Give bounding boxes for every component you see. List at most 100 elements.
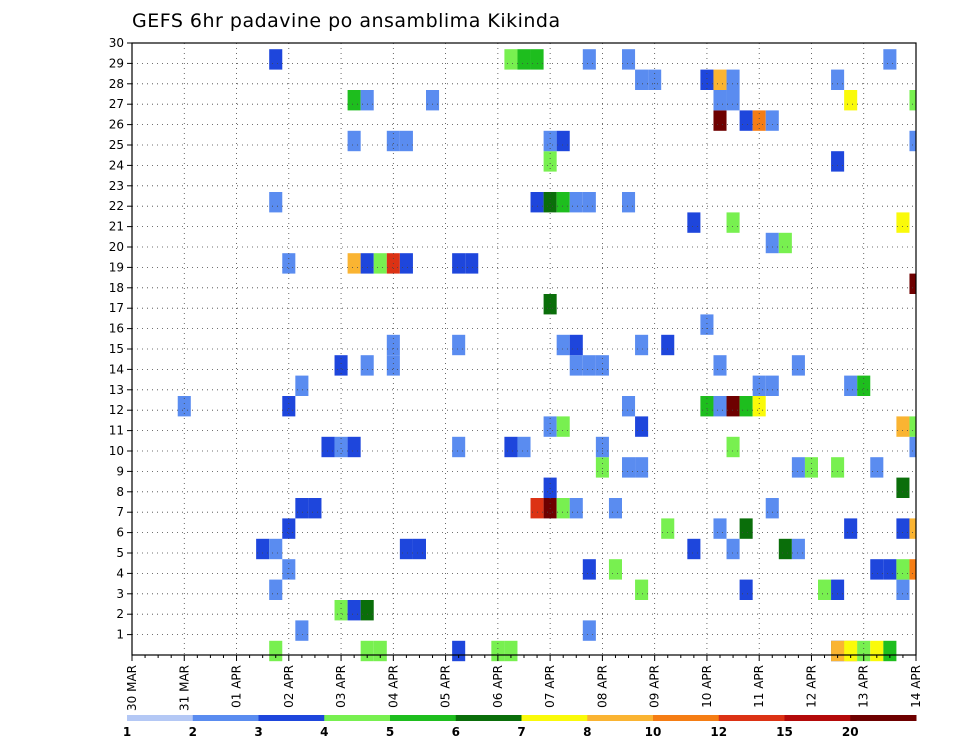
colorbar-label: 1 [123, 725, 131, 739]
precip-cell [791, 457, 805, 478]
precip-cell [635, 334, 649, 356]
precip-cell [412, 538, 426, 560]
precip-cell [726, 212, 740, 233]
precip-cell [556, 416, 570, 437]
x-tick-label: 31 MAR [177, 665, 191, 711]
precip-cell [909, 416, 916, 437]
y-tick-label: 19 [109, 260, 124, 274]
precip-cell [635, 457, 649, 478]
y-tick-label: 25 [109, 138, 124, 152]
y-tick-label: 6 [116, 526, 124, 540]
precip-cell [517, 436, 531, 458]
precip-cell [687, 212, 701, 233]
precip-cell [739, 579, 753, 600]
precip-cell [269, 579, 283, 600]
precip-cell [269, 49, 283, 70]
precip-cell [726, 90, 740, 111]
y-axis-ticks: 1234567891011121314151617181920212223242… [109, 36, 132, 642]
precip-cell [582, 620, 596, 641]
precip-cell [909, 273, 916, 294]
precip-cell [700, 396, 714, 417]
precip-cell [556, 498, 570, 519]
precip-cell [831, 457, 845, 478]
y-tick-label: 21 [109, 220, 124, 234]
colorbar-label: 15 [776, 725, 793, 739]
precip-cell [347, 436, 361, 458]
precip-cell [334, 600, 348, 621]
precip-cell [334, 436, 348, 458]
precip-cell [831, 640, 845, 662]
precip-cell [752, 110, 766, 131]
precip-cell [765, 498, 779, 519]
precip-cell [831, 151, 845, 172]
precip-cell [648, 69, 662, 90]
precip-cell [726, 436, 740, 458]
precip-cell [556, 130, 570, 152]
precip-cell [713, 396, 727, 417]
precip-cell [726, 538, 740, 560]
precip-cell [909, 90, 916, 111]
precip-cell [399, 253, 413, 274]
precip-cell [426, 90, 440, 111]
precip-cell [582, 49, 596, 70]
precip-cell [700, 69, 714, 90]
colorbar-label: 8 [583, 725, 591, 739]
precip-cell [661, 334, 675, 356]
precip-cell [517, 49, 531, 70]
precip-cell [386, 130, 400, 152]
precip-cell [831, 579, 845, 600]
y-tick-label: 27 [109, 97, 124, 111]
precip-cell [635, 579, 649, 600]
precip-cell [347, 130, 361, 152]
precip-cell [661, 518, 675, 539]
y-tick-label: 18 [109, 281, 124, 295]
colorbar-swatch [653, 715, 720, 721]
precip-cell [883, 559, 897, 580]
precip-cell [844, 375, 858, 396]
precip-cell [883, 49, 897, 70]
precip-cell [177, 396, 191, 417]
precip-cell [778, 538, 792, 560]
colorbar-label: 3 [254, 725, 262, 739]
precip-cell [295, 375, 309, 396]
precip-cell [452, 334, 466, 356]
colorbar-swatch [784, 715, 851, 721]
precip-cell [687, 538, 701, 560]
y-tick-label: 10 [109, 444, 124, 458]
precip-cell [622, 49, 636, 70]
colorbar-swatch [127, 715, 194, 721]
precip-cell [543, 151, 557, 172]
colorbar-label: 20 [842, 725, 859, 739]
precip-cell [844, 640, 858, 662]
precip-cell [765, 232, 779, 254]
precip-cell [635, 416, 649, 437]
y-tick-label: 12 [109, 403, 124, 417]
y-tick-label: 17 [109, 301, 124, 315]
x-tick-label: 10 APR [700, 665, 714, 708]
colorbar-label: 12 [710, 725, 727, 739]
colorbar-swatch [587, 715, 654, 721]
precip-cell [752, 375, 766, 396]
precip-cell [765, 110, 779, 131]
y-tick-label: 7 [116, 505, 124, 519]
precip-cell [543, 192, 557, 213]
precip-cell [622, 457, 636, 478]
precip-cell [896, 518, 910, 539]
colorbar-label: 4 [320, 725, 328, 739]
precip-cell [739, 518, 753, 539]
precip-cell [818, 579, 832, 600]
colorbar: 1 2 3 4 5 6 7 8 10 12 15 20 [123, 715, 917, 739]
x-tick-label: 01 APR [230, 665, 244, 708]
precip-cell [334, 355, 348, 376]
precip-cell [608, 498, 622, 519]
precip-cell [778, 232, 792, 254]
x-tick-label: 03 APR [334, 665, 348, 708]
precip-cell [347, 90, 361, 111]
precip-cell [726, 69, 740, 90]
y-tick-label: 3 [116, 587, 124, 601]
precip-cell [308, 498, 322, 519]
y-tick-label: 23 [109, 179, 124, 193]
precip-cell [295, 498, 309, 519]
precipitation-cells [177, 49, 916, 662]
